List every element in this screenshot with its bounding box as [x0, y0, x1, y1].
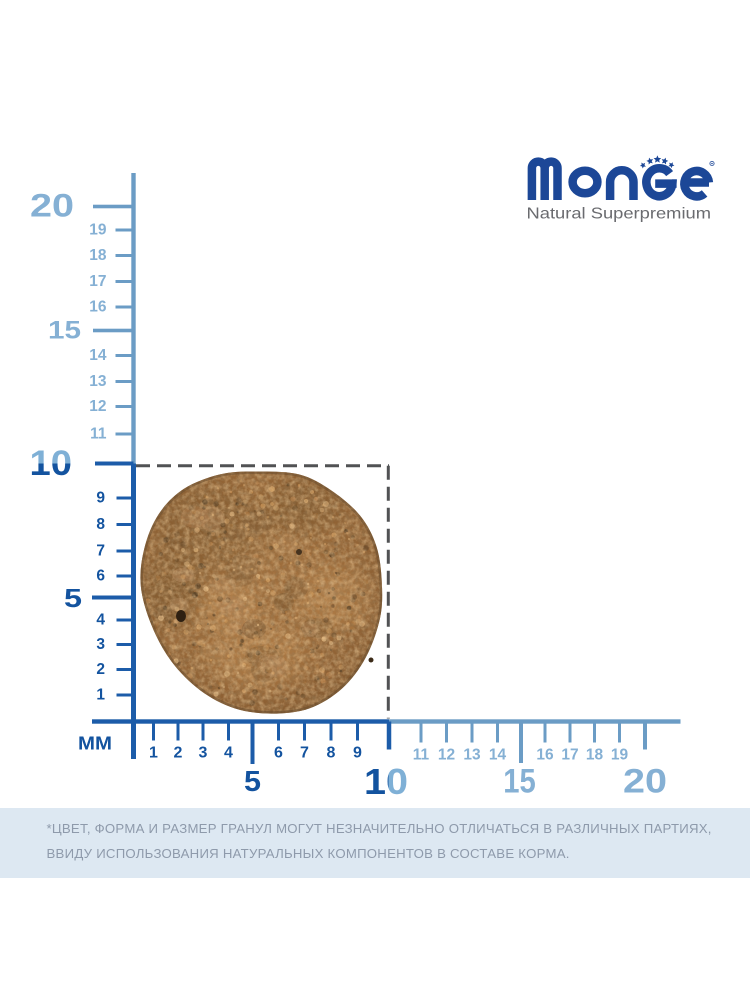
svg-text:17: 17: [561, 747, 578, 764]
svg-text:20: 20: [623, 763, 667, 801]
svg-text:17: 17: [89, 273, 106, 290]
svg-text:1: 1: [149, 745, 158, 762]
svg-text:Natural Superpremium: Natural Superpremium: [527, 206, 712, 223]
svg-text:3: 3: [96, 636, 105, 653]
svg-text:20: 20: [30, 188, 74, 224]
svg-text:10: 10: [364, 761, 408, 802]
svg-text:12: 12: [438, 747, 455, 764]
svg-text:18: 18: [586, 747, 604, 764]
svg-text:5: 5: [64, 585, 82, 613]
svg-text:*ЦВЕТ, ФОРМА И РАЗМЕР ГРАНУЛ М: *ЦВЕТ, ФОРМА И РАЗМЕР ГРАНУЛ МОГУТ НЕЗНА…: [47, 821, 712, 836]
svg-text:18: 18: [89, 247, 107, 264]
svg-text:MM: MM: [78, 734, 112, 754]
svg-text:14: 14: [489, 747, 507, 764]
svg-text:7: 7: [96, 543, 105, 560]
svg-text:4: 4: [224, 745, 233, 762]
svg-text:13: 13: [463, 747, 481, 764]
svg-text:14: 14: [89, 347, 107, 364]
svg-text:11: 11: [90, 426, 107, 443]
svg-text:8: 8: [327, 745, 336, 762]
svg-text:3: 3: [199, 745, 208, 762]
svg-text:10: 10: [30, 444, 73, 483]
svg-text:15: 15: [503, 763, 536, 801]
svg-text:9: 9: [96, 490, 105, 507]
svg-text:6: 6: [96, 568, 105, 585]
svg-text:16: 16: [89, 299, 107, 316]
svg-text:11: 11: [413, 747, 430, 764]
svg-text:5: 5: [244, 766, 261, 798]
svg-text:1: 1: [96, 687, 105, 704]
svg-text:9: 9: [353, 745, 362, 762]
svg-text:12: 12: [89, 398, 106, 415]
svg-text:2: 2: [174, 745, 183, 762]
svg-text:7: 7: [300, 745, 309, 762]
svg-text:8: 8: [96, 516, 105, 533]
svg-text:6: 6: [274, 745, 283, 762]
svg-text:2: 2: [96, 661, 105, 678]
svg-text:ВВИДУ ИСПОЛЬЗОВАНИЯ НАТУРАЛЬНЫ: ВВИДУ ИСПОЛЬЗОВАНИЯ НАТУРАЛЬНЫХ КОМПОНЕН…: [47, 846, 570, 861]
svg-text:19: 19: [611, 747, 629, 764]
svg-text:13: 13: [89, 373, 107, 390]
svg-text:15: 15: [48, 316, 81, 344]
svg-text:19: 19: [89, 222, 107, 239]
svg-text:4: 4: [96, 612, 105, 629]
svg-text:16: 16: [536, 747, 554, 764]
